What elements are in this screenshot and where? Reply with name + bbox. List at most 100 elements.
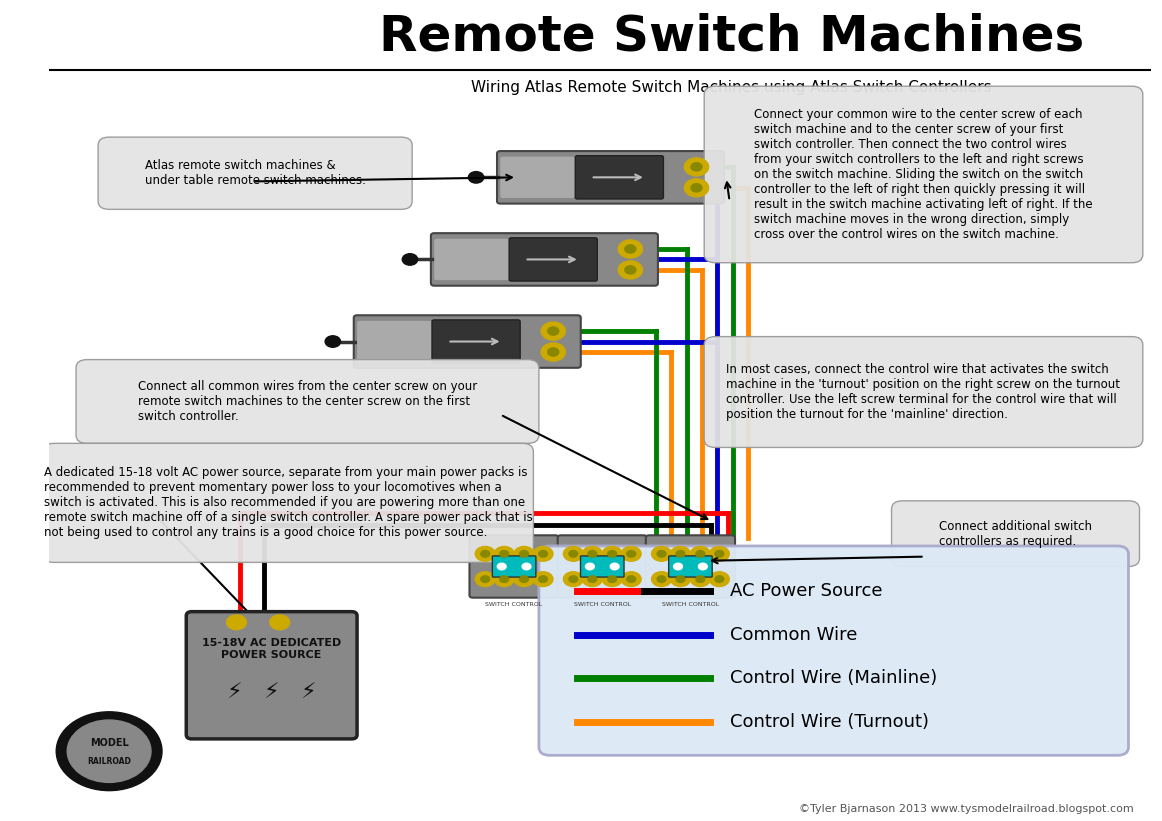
Circle shape xyxy=(610,563,619,570)
FancyBboxPatch shape xyxy=(558,535,647,598)
Circle shape xyxy=(514,571,535,586)
Circle shape xyxy=(494,547,514,562)
Circle shape xyxy=(602,547,622,562)
Circle shape xyxy=(564,571,583,586)
Circle shape xyxy=(494,571,514,586)
Circle shape xyxy=(582,547,602,562)
Circle shape xyxy=(622,571,641,586)
FancyBboxPatch shape xyxy=(581,556,624,577)
Circle shape xyxy=(569,576,578,582)
FancyBboxPatch shape xyxy=(186,612,357,739)
Text: Connect all common wires from the center screw on your
remote switch machines to: Connect all common wires from the center… xyxy=(138,380,478,423)
Circle shape xyxy=(696,551,704,557)
Circle shape xyxy=(652,547,672,562)
Circle shape xyxy=(715,551,724,557)
Circle shape xyxy=(547,327,559,335)
Circle shape xyxy=(539,576,547,582)
Text: Wiring Atlas Remote Switch Machines using Atlas Switch Controllers: Wiring Atlas Remote Switch Machines usin… xyxy=(472,80,992,95)
FancyBboxPatch shape xyxy=(497,151,724,204)
Circle shape xyxy=(622,547,641,562)
Circle shape xyxy=(696,576,704,582)
Text: SWITCH CONTROL: SWITCH CONTROL xyxy=(574,602,631,607)
Circle shape xyxy=(56,712,162,791)
Circle shape xyxy=(625,245,636,253)
FancyBboxPatch shape xyxy=(646,535,736,598)
Circle shape xyxy=(325,336,340,347)
FancyBboxPatch shape xyxy=(704,86,1142,263)
FancyBboxPatch shape xyxy=(668,556,712,577)
Circle shape xyxy=(676,576,684,582)
Circle shape xyxy=(227,615,246,630)
Text: Control Wire (Mainline): Control Wire (Mainline) xyxy=(730,669,937,687)
Text: 15-18V AC DEDICATED
POWER SOURCE: 15-18V AC DEDICATED POWER SOURCE xyxy=(202,638,342,660)
Circle shape xyxy=(547,348,559,356)
FancyBboxPatch shape xyxy=(501,157,575,198)
Circle shape xyxy=(710,571,730,586)
FancyBboxPatch shape xyxy=(353,315,581,368)
FancyBboxPatch shape xyxy=(704,337,1142,447)
Circle shape xyxy=(533,547,553,562)
Circle shape xyxy=(657,551,666,557)
FancyBboxPatch shape xyxy=(435,239,509,280)
FancyBboxPatch shape xyxy=(575,156,664,199)
Text: RAILROAD: RAILROAD xyxy=(87,757,131,765)
Circle shape xyxy=(522,563,531,570)
FancyBboxPatch shape xyxy=(493,556,536,577)
Circle shape xyxy=(618,240,643,258)
Text: SWITCH CONTROL: SWITCH CONTROL xyxy=(486,602,543,607)
Text: Control Wire (Turnout): Control Wire (Turnout) xyxy=(730,713,928,731)
Circle shape xyxy=(710,547,730,562)
FancyBboxPatch shape xyxy=(98,137,413,209)
Circle shape xyxy=(691,184,702,192)
Circle shape xyxy=(569,551,578,557)
Circle shape xyxy=(519,551,529,557)
Circle shape xyxy=(475,571,495,586)
Circle shape xyxy=(657,576,666,582)
Text: Atlas remote switch machines &
under table remote switch machines.: Atlas remote switch machines & under tab… xyxy=(145,159,366,187)
FancyBboxPatch shape xyxy=(509,238,597,281)
Circle shape xyxy=(539,551,547,557)
FancyBboxPatch shape xyxy=(357,321,432,362)
Circle shape xyxy=(586,563,594,570)
Circle shape xyxy=(608,576,617,582)
Text: A dedicated 15-18 volt AC power source, separate from your main power packs is
r: A dedicated 15-18 volt AC power source, … xyxy=(44,466,532,539)
Circle shape xyxy=(475,547,495,562)
FancyBboxPatch shape xyxy=(469,535,559,598)
Circle shape xyxy=(541,343,566,361)
Circle shape xyxy=(500,576,509,582)
Circle shape xyxy=(676,551,684,557)
Circle shape xyxy=(481,551,489,557)
Circle shape xyxy=(626,551,636,557)
Circle shape xyxy=(588,551,597,557)
Text: ⚡   ⚡   ⚡: ⚡ ⚡ ⚡ xyxy=(227,683,316,703)
FancyBboxPatch shape xyxy=(432,320,521,363)
Circle shape xyxy=(690,571,710,586)
Circle shape xyxy=(608,551,617,557)
Circle shape xyxy=(715,576,724,582)
Circle shape xyxy=(402,254,417,265)
Circle shape xyxy=(500,551,509,557)
Circle shape xyxy=(67,720,151,782)
Circle shape xyxy=(698,563,708,570)
Circle shape xyxy=(684,179,709,197)
Text: Connect additional switch
controllers as required.: Connect additional switch controllers as… xyxy=(939,520,1092,548)
FancyBboxPatch shape xyxy=(539,546,1128,755)
Circle shape xyxy=(618,261,643,279)
FancyBboxPatch shape xyxy=(43,443,533,562)
Text: Connect your common wire to the center screw of each
switch machine and to the c: Connect your common wire to the center s… xyxy=(754,108,1092,241)
Circle shape xyxy=(652,571,672,586)
Circle shape xyxy=(582,571,602,586)
Text: AC Power Source: AC Power Source xyxy=(730,582,882,600)
Circle shape xyxy=(588,576,597,582)
Circle shape xyxy=(497,563,507,570)
Circle shape xyxy=(514,547,535,562)
Circle shape xyxy=(691,163,702,171)
Text: ©Tyler Bjarnason 2013 www.tysmodelrailroad.blogspot.com: ©Tyler Bjarnason 2013 www.tysmodelrailro… xyxy=(799,805,1134,814)
Circle shape xyxy=(564,547,583,562)
Text: SWITCH CONTROL: SWITCH CONTROL xyxy=(662,602,719,607)
Text: Remote Switch Machines: Remote Switch Machines xyxy=(379,13,1084,61)
Text: Common Wire: Common Wire xyxy=(730,626,856,644)
Circle shape xyxy=(670,571,690,586)
FancyBboxPatch shape xyxy=(891,501,1140,566)
Circle shape xyxy=(674,563,682,570)
